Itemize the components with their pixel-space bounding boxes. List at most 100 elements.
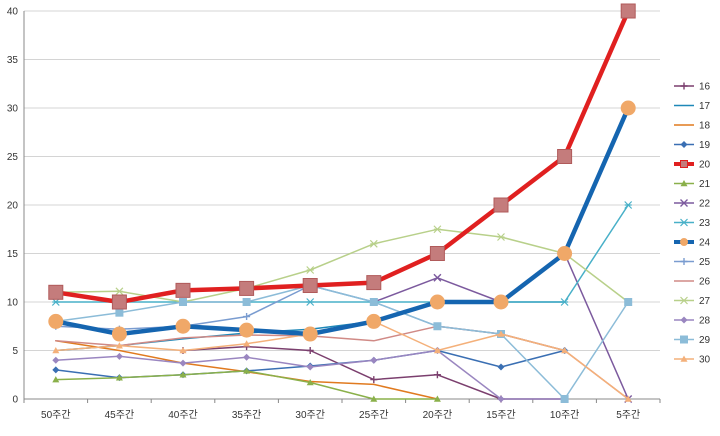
x-tick-label: 10주간 [550, 409, 580, 421]
legend-swatch-marker-square [680, 335, 688, 344]
legend-item-21: 21 [674, 179, 711, 190]
legend-label: 28 [699, 316, 711, 327]
data-point-circle [493, 294, 509, 310]
series-29 [51, 281, 633, 403]
data-point-circle [366, 313, 382, 329]
series-line [55, 284, 629, 400]
legend-swatch-marker-plus [680, 258, 688, 265]
data-point-diamond [497, 363, 505, 371]
y-tick-label: 25 [7, 152, 19, 163]
legend-label: 16 [699, 82, 711, 93]
series-24 [48, 100, 636, 342]
data-point-triangle [497, 330, 505, 337]
data-point-diamond [243, 353, 251, 361]
y-tick-label: 0 [12, 395, 18, 406]
legend: 16 17 18 19 20 21 22 23 24 25 26 27 28 29 30 [674, 82, 711, 366]
legend-item-22: 22 [674, 199, 711, 210]
data-point-circle [239, 322, 255, 338]
data-point-square [242, 298, 251, 306]
x-tick-label: 15주간 [486, 409, 516, 421]
data-point-square [111, 294, 127, 310]
data-point-star [433, 225, 442, 234]
legend-label: 21 [699, 179, 711, 190]
data-point-diamond [179, 359, 187, 367]
data-point-circle [620, 100, 636, 116]
legend-item-27: 27 [674, 296, 711, 307]
series-21 [52, 367, 441, 402]
data-point-x [433, 273, 442, 282]
data-point-triangle [243, 367, 251, 374]
axes: 0 5 10 15 20 25 30 35 40 50주간 45주간 40주간 35주간 30주간 25주간… [7, 7, 661, 421]
legend-label: 17 [699, 101, 711, 112]
x-tick-label: 35주간 [232, 409, 262, 421]
y-tick-label: 15 [7, 249, 19, 260]
legend-label: 27 [699, 296, 711, 307]
data-point-plus [370, 376, 378, 384]
data-point-star [369, 239, 378, 248]
data-point-triangle [243, 340, 251, 347]
y-tick-label: 40 [7, 7, 19, 18]
data-point-square [560, 395, 569, 403]
legend-swatch-marker-triangle [680, 180, 688, 187]
data-point-star [497, 233, 505, 241]
series-line [53, 8, 631, 305]
legend-label: 20 [699, 160, 711, 171]
legend-item-26: 26 [674, 277, 711, 288]
data-point-plus [433, 371, 441, 379]
y-tick-label: 20 [7, 201, 19, 212]
legend-swatch-marker-star [680, 218, 688, 227]
series-lines [48, 3, 636, 403]
data-point-square [175, 282, 191, 298]
legend-item-23: 23 [674, 218, 711, 229]
data-point-circle [111, 326, 127, 342]
data-point-square [115, 308, 124, 317]
data-point-plus [306, 347, 314, 354]
data-point-triangle [52, 347, 60, 354]
data-point-square [369, 298, 378, 306]
data-point-plus [243, 313, 251, 321]
y-tick-label: 10 [7, 298, 19, 309]
legend-label: 23 [699, 218, 711, 229]
legend-label: 22 [699, 199, 711, 210]
data-point-diamond [52, 366, 60, 374]
series-line [55, 204, 629, 303]
legend-swatch-marker-x [680, 199, 688, 207]
data-point-square [493, 197, 509, 213]
legend-swatch-marker-square [680, 160, 688, 168]
legend-swatch-marker-plus [680, 82, 688, 90]
legend-label: 25 [699, 257, 711, 268]
data-point-star [624, 201, 633, 209]
data-point-triangle [52, 376, 60, 383]
data-point-triangle [370, 395, 378, 402]
legend-item-30: 30 [674, 355, 711, 366]
data-point-circle [48, 313, 64, 329]
legend-item-19: 19 [674, 140, 711, 151]
legend-item-25: 25 [674, 257, 711, 268]
legend-label: 30 [699, 355, 711, 366]
legend-label: 24 [699, 238, 711, 249]
legend-item-24: 24 [674, 238, 711, 249]
data-point-square [433, 322, 442, 331]
legend-item-16: 16 [674, 82, 711, 93]
data-point-star [115, 287, 124, 296]
data-point-square [620, 3, 636, 19]
series-20 [48, 3, 636, 310]
data-point-square [239, 280, 255, 296]
data-point-triangle [433, 347, 441, 354]
legend-item-17: 17 [674, 101, 711, 112]
data-point-circle [429, 294, 445, 310]
data-point-triangle [433, 395, 441, 402]
legend-item-18: 18 [674, 121, 711, 132]
series-line [53, 105, 631, 337]
x-tick-label: 30주간 [295, 409, 325, 421]
data-point-triangle [179, 347, 187, 354]
data-point-square [302, 278, 318, 294]
legend-swatch-marker-triangle [680, 355, 688, 362]
data-point-triangle [624, 395, 632, 402]
data-point-circle [302, 326, 318, 342]
legend-swatch-marker-diamond [680, 141, 688, 148]
data-point-square [48, 284, 64, 300]
